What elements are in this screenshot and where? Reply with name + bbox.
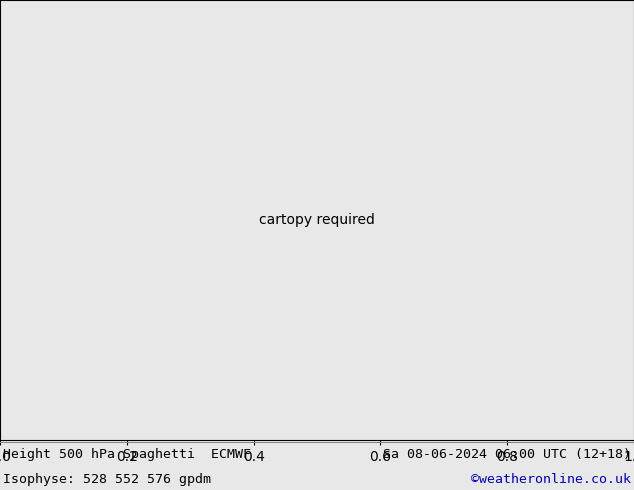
Text: Sa 08-06-2024 06:00 UTC (12+18): Sa 08-06-2024 06:00 UTC (12+18) [383, 447, 631, 461]
Text: Height 500 hPa Spaghetti  ECMWF: Height 500 hPa Spaghetti ECMWF [3, 447, 251, 461]
Text: cartopy required: cartopy required [259, 213, 375, 227]
Text: Isophyse: 528 552 576 gpdm: Isophyse: 528 552 576 gpdm [3, 472, 211, 486]
Text: ©weatheronline.co.uk: ©weatheronline.co.uk [471, 472, 631, 486]
